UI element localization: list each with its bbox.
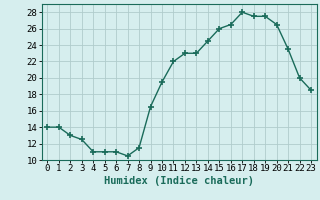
X-axis label: Humidex (Indice chaleur): Humidex (Indice chaleur) <box>104 176 254 186</box>
